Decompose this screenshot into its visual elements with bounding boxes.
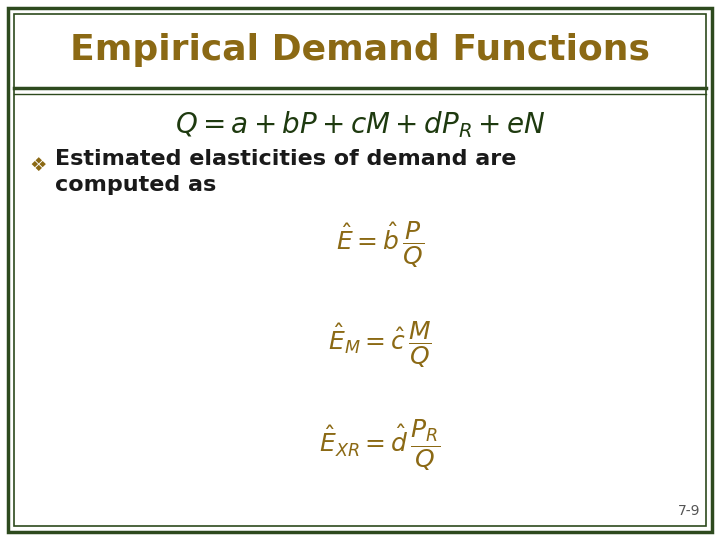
Text: computed as: computed as [55,175,216,195]
Text: $\hat{E}_{XR} = \hat{d}\,\dfrac{P_R}{Q}$: $\hat{E}_{XR} = \hat{d}\,\dfrac{P_R}{Q}$ [319,417,441,472]
Text: 7-9: 7-9 [678,504,700,518]
Text: $\hat{E} = \hat{b}\,\dfrac{P}{Q}$: $\hat{E} = \hat{b}\,\dfrac{P}{Q}$ [336,220,424,271]
Text: Empirical Demand Functions: Empirical Demand Functions [70,33,650,67]
Text: $Q = a + bP + cM + dP_R + eN$: $Q = a + bP + cM + dP_R + eN$ [175,110,545,140]
Text: $\hat{E}_M = \hat{c}\,\dfrac{M}{Q}$: $\hat{E}_M = \hat{c}\,\dfrac{M}{Q}$ [328,320,432,370]
Text: ❖: ❖ [30,156,47,174]
Text: Estimated elasticities of demand are: Estimated elasticities of demand are [55,149,516,169]
